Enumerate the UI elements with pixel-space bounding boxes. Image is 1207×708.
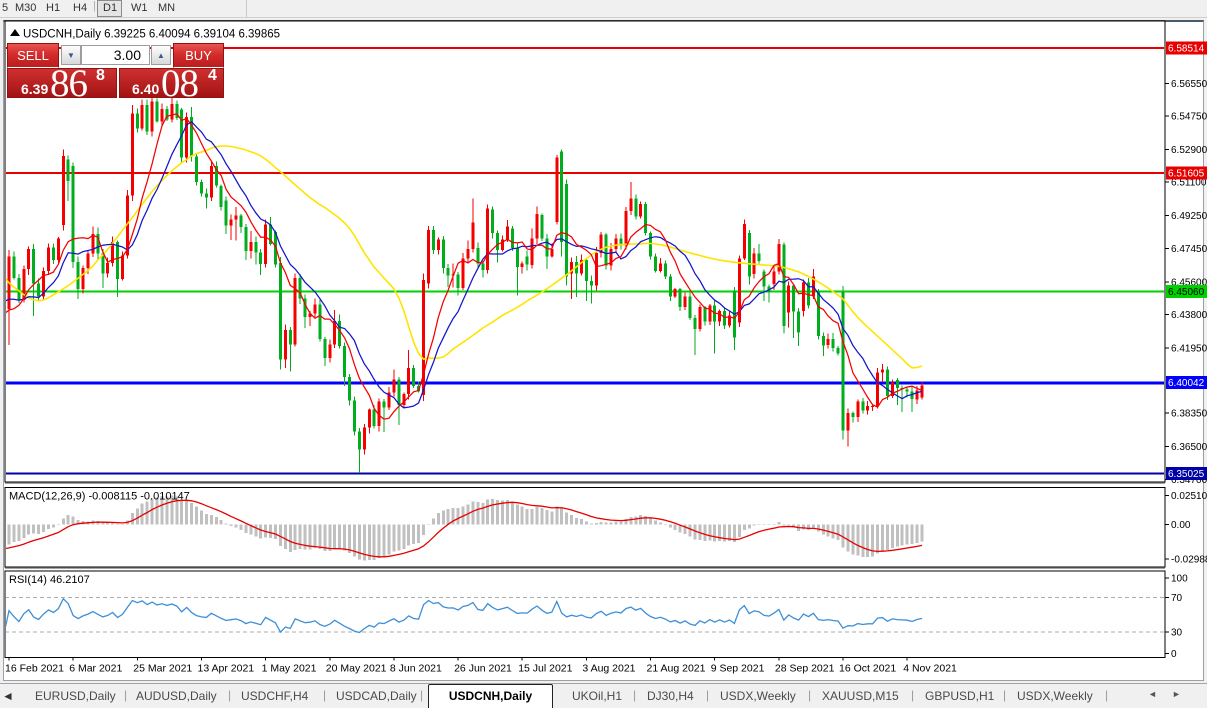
svg-text:6.34700: 6.34700 <box>1171 475 1207 486</box>
svg-text:8 Jun 2021: 8 Jun 2021 <box>390 663 442 675</box>
svg-text:6.41950: 6.41950 <box>1171 344 1207 355</box>
svg-text:0.025108: 0.025108 <box>1171 491 1207 502</box>
svg-text:3 Aug 2021: 3 Aug 2021 <box>582 663 635 675</box>
svg-text:6.40042: 6.40042 <box>1168 378 1205 389</box>
svg-text:4 Nov 2021: 4 Nov 2021 <box>903 663 957 675</box>
svg-text:USDCNH,Daily 6.39225 6.40094: USDCNH,Daily 6.39225 6.40094 6.39104 6.3… <box>23 29 280 41</box>
svg-text:6.51605: 6.51605 <box>1168 169 1205 180</box>
svg-text:6.35025: 6.35025 <box>1168 469 1205 480</box>
svg-text:6.47450: 6.47450 <box>1171 244 1207 255</box>
svg-text:16 Oct 2021: 16 Oct 2021 <box>839 663 896 675</box>
svg-text:6.36500: 6.36500 <box>1171 442 1207 453</box>
svg-text:6.56550: 6.56550 <box>1171 79 1207 90</box>
svg-text:6.45600: 6.45600 <box>1171 277 1207 288</box>
svg-text:0: 0 <box>1171 649 1177 660</box>
svg-text:26 Jun 2021: 26 Jun 2021 <box>454 663 512 675</box>
svg-text:9 Sep 2021: 9 Sep 2021 <box>711 663 765 675</box>
svg-text:28 Sep 2021: 28 Sep 2021 <box>775 663 835 675</box>
svg-text:MACD(12,26,9) -0.008115 -0.010: MACD(12,26,9) -0.008115 -0.010147 <box>9 491 190 503</box>
svg-text:6.51100: 6.51100 <box>1171 178 1207 189</box>
svg-text:6.43800: 6.43800 <box>1171 310 1207 321</box>
svg-text:6.45060: 6.45060 <box>1168 287 1205 298</box>
svg-text:30: 30 <box>1171 627 1183 638</box>
svg-text:21 Aug 2021: 21 Aug 2021 <box>647 663 706 675</box>
svg-text:6.52900: 6.52900 <box>1171 145 1207 156</box>
svg-text:6 Mar 2021: 6 Mar 2021 <box>69 663 122 675</box>
svg-text:0.00: 0.00 <box>1171 520 1191 531</box>
svg-text:1 May 2021: 1 May 2021 <box>262 663 317 675</box>
svg-text:20 May 2021: 20 May 2021 <box>326 663 387 675</box>
svg-text:-0.02988: -0.02988 <box>1171 554 1207 565</box>
svg-text:6.54750: 6.54750 <box>1171 112 1207 123</box>
svg-text:6.58514: 6.58514 <box>1168 43 1205 54</box>
svg-text:100: 100 <box>1171 574 1188 585</box>
svg-text:70: 70 <box>1171 593 1183 604</box>
svg-text:6.49250: 6.49250 <box>1171 211 1207 222</box>
svg-text:6.38350: 6.38350 <box>1171 409 1207 420</box>
svg-text:RSI(14) 46.2107: RSI(14) 46.2107 <box>9 574 90 586</box>
svg-text:15 Jul 2021: 15 Jul 2021 <box>518 663 572 675</box>
svg-text:13 Apr 2021: 13 Apr 2021 <box>198 663 255 675</box>
svg-text:25 Mar 2021: 25 Mar 2021 <box>133 663 192 675</box>
svg-text:16 Feb 2021: 16 Feb 2021 <box>5 663 64 675</box>
